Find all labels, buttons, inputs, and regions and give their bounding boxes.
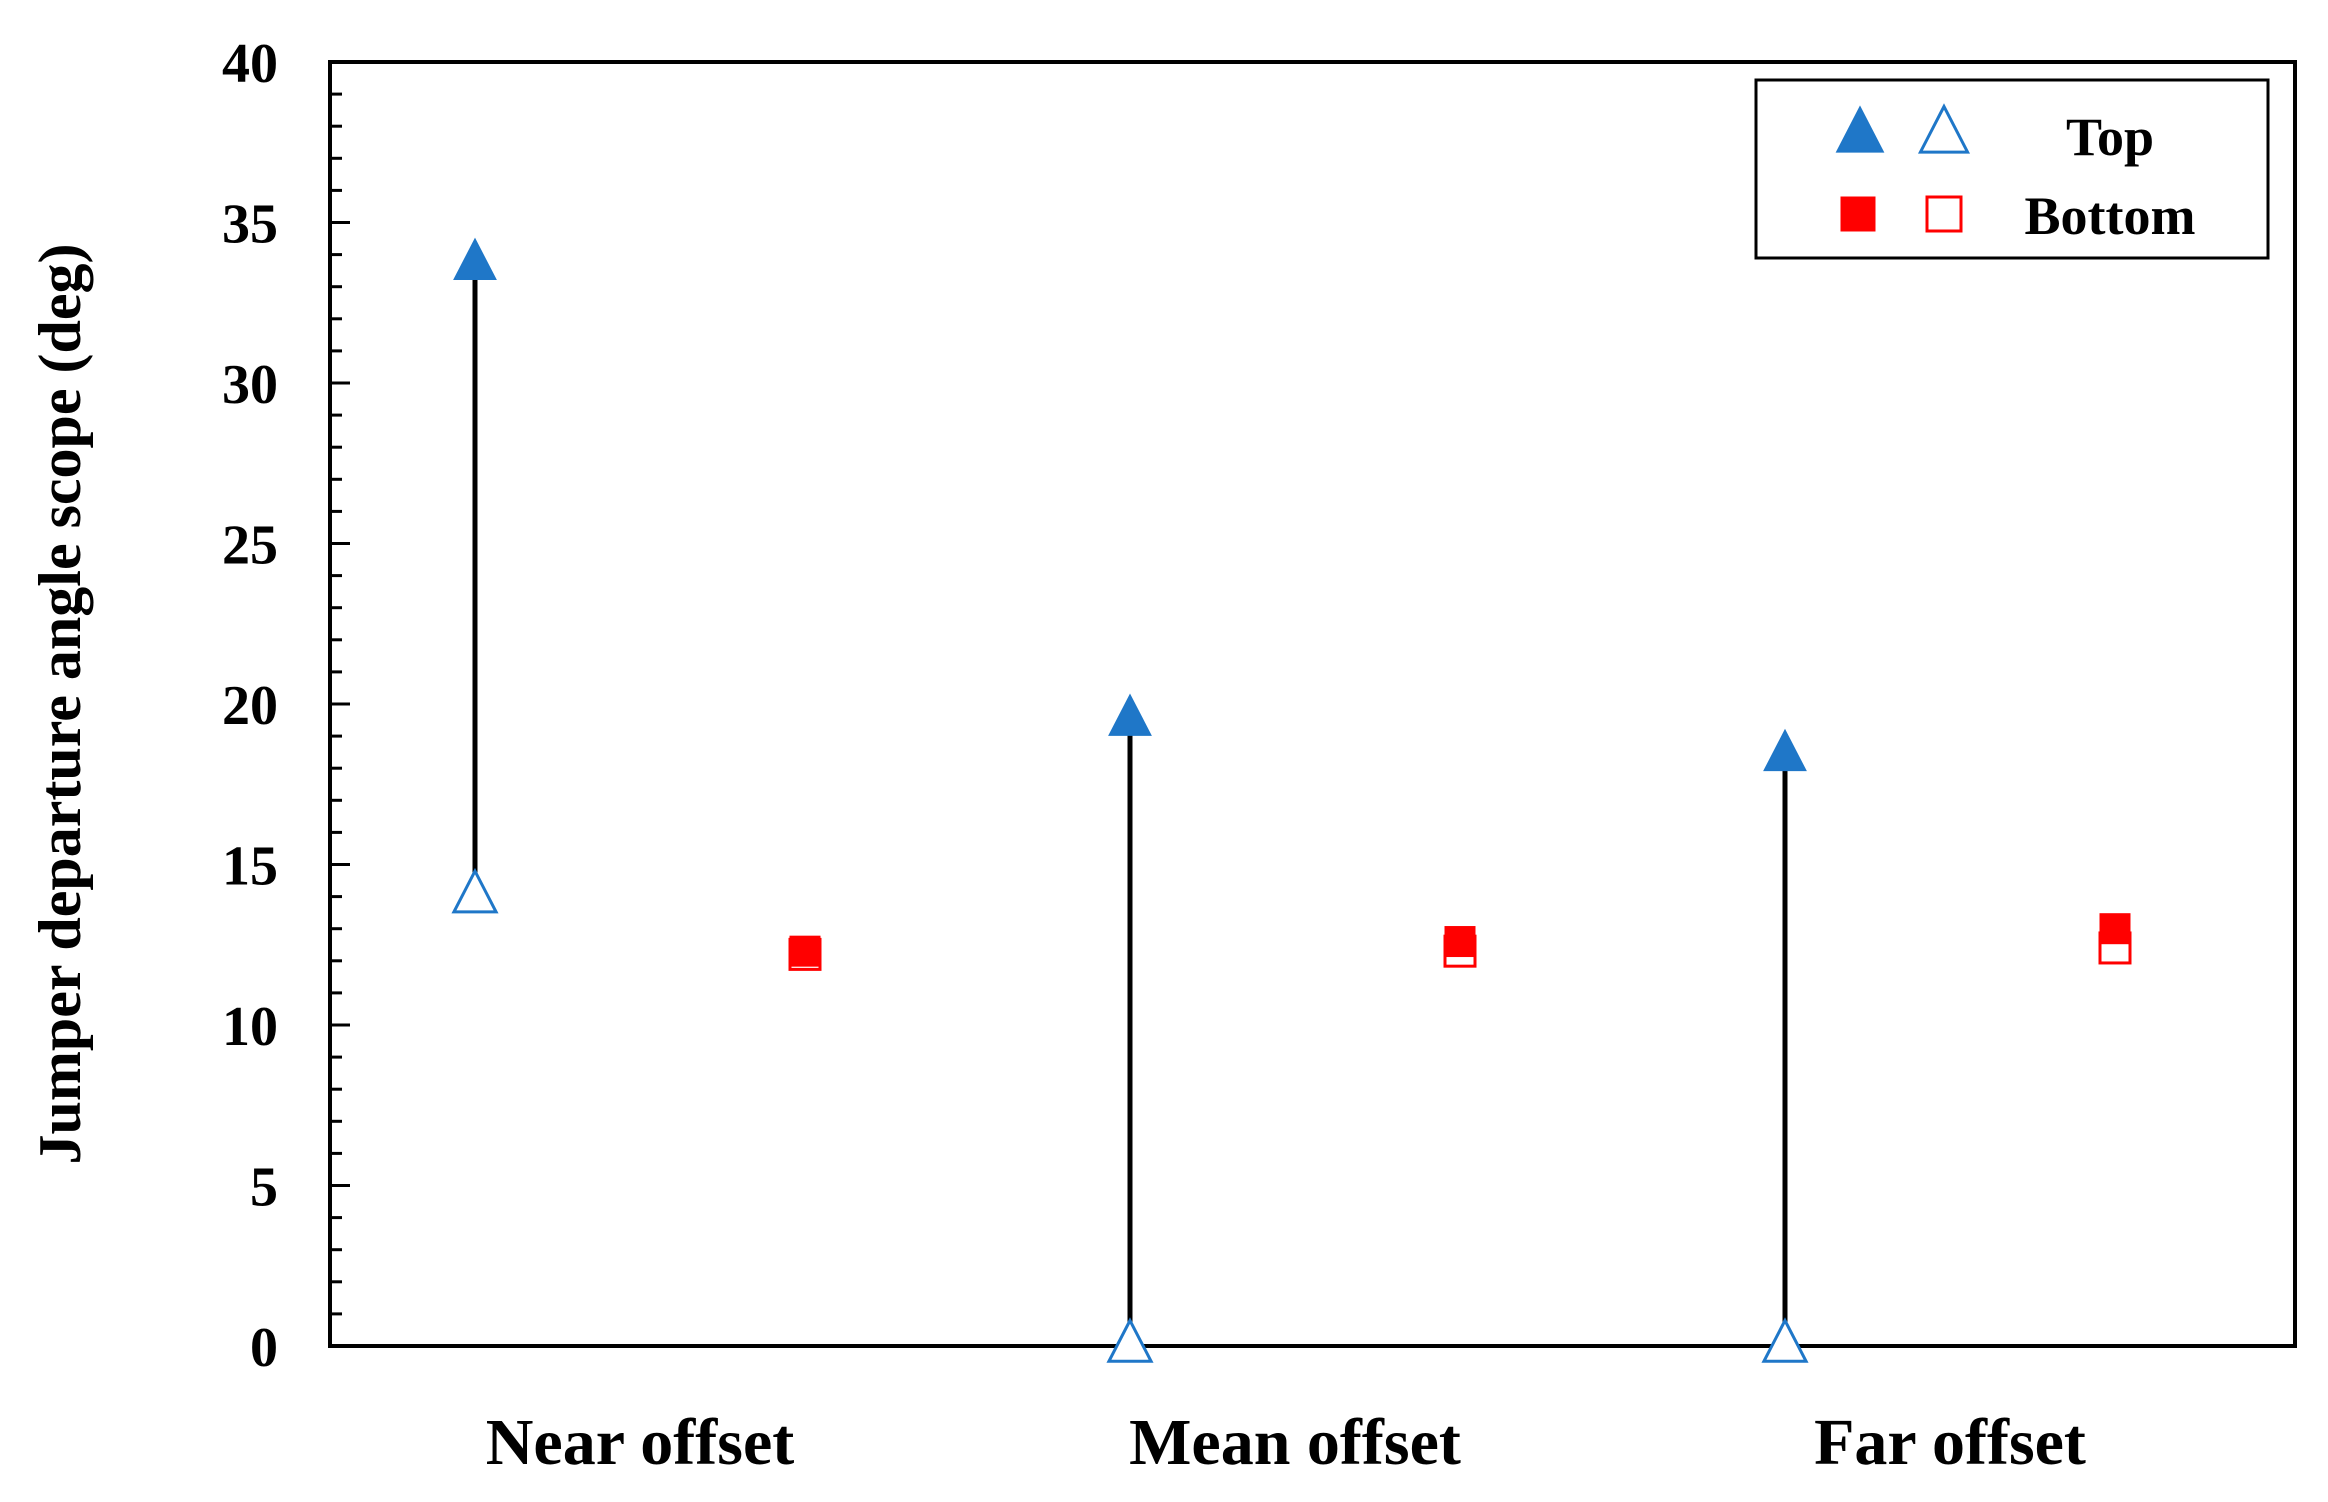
range-lines (472, 264, 2118, 1346)
y-tick-label: 30 (222, 354, 278, 416)
y-axis-ticks (330, 60, 350, 1348)
legend-top-filled-icon (1835, 105, 1885, 153)
top-max-marker (1763, 728, 1807, 772)
y-tick-label: 5 (250, 1157, 278, 1219)
data-markers (451, 237, 2132, 1363)
x-axis-category-labels: Near offset Mean offset Far offset (486, 1406, 2086, 1479)
y-tick-label: 10 (222, 996, 278, 1058)
y-axis-tick-labels: 0 5 10 15 20 25 30 35 40 (222, 33, 278, 1379)
y-axis-label: Jumper departure angle scope (deg) (27, 243, 93, 1164)
top-min-marker (451, 867, 499, 914)
legend: Top Bottom (1754, 78, 2270, 260)
y-tick-label: 40 (222, 33, 278, 95)
x-category-label: Near offset (486, 1406, 794, 1479)
x-category-label: Far offset (1814, 1406, 2086, 1479)
legend-top-open-icon (1917, 103, 1971, 154)
legend-label-top: Top (2066, 107, 2154, 167)
legend-label-bottom: Bottom (2025, 186, 2196, 246)
y-tick-label: 20 (222, 675, 278, 737)
top-min-marker (1761, 1317, 1809, 1363)
legend-bottom-filled-icon (1840, 196, 1876, 232)
y-tick-label: 35 (222, 194, 278, 256)
y-tick-label: 15 (222, 836, 278, 898)
y-tick-label: 0 (250, 1317, 278, 1379)
legend-bottom-open-icon (1925, 195, 1963, 233)
bottom-max-marker (789, 935, 821, 967)
y-tick-label: 25 (222, 515, 278, 577)
top-max-marker (453, 237, 497, 281)
top-min-marker (1106, 1317, 1154, 1363)
bottom-max-marker (1444, 926, 1476, 958)
x-category-label: Mean offset (1129, 1406, 1461, 1479)
top-max-marker (1108, 693, 1152, 736)
bottom-max-marker (2099, 913, 2131, 945)
